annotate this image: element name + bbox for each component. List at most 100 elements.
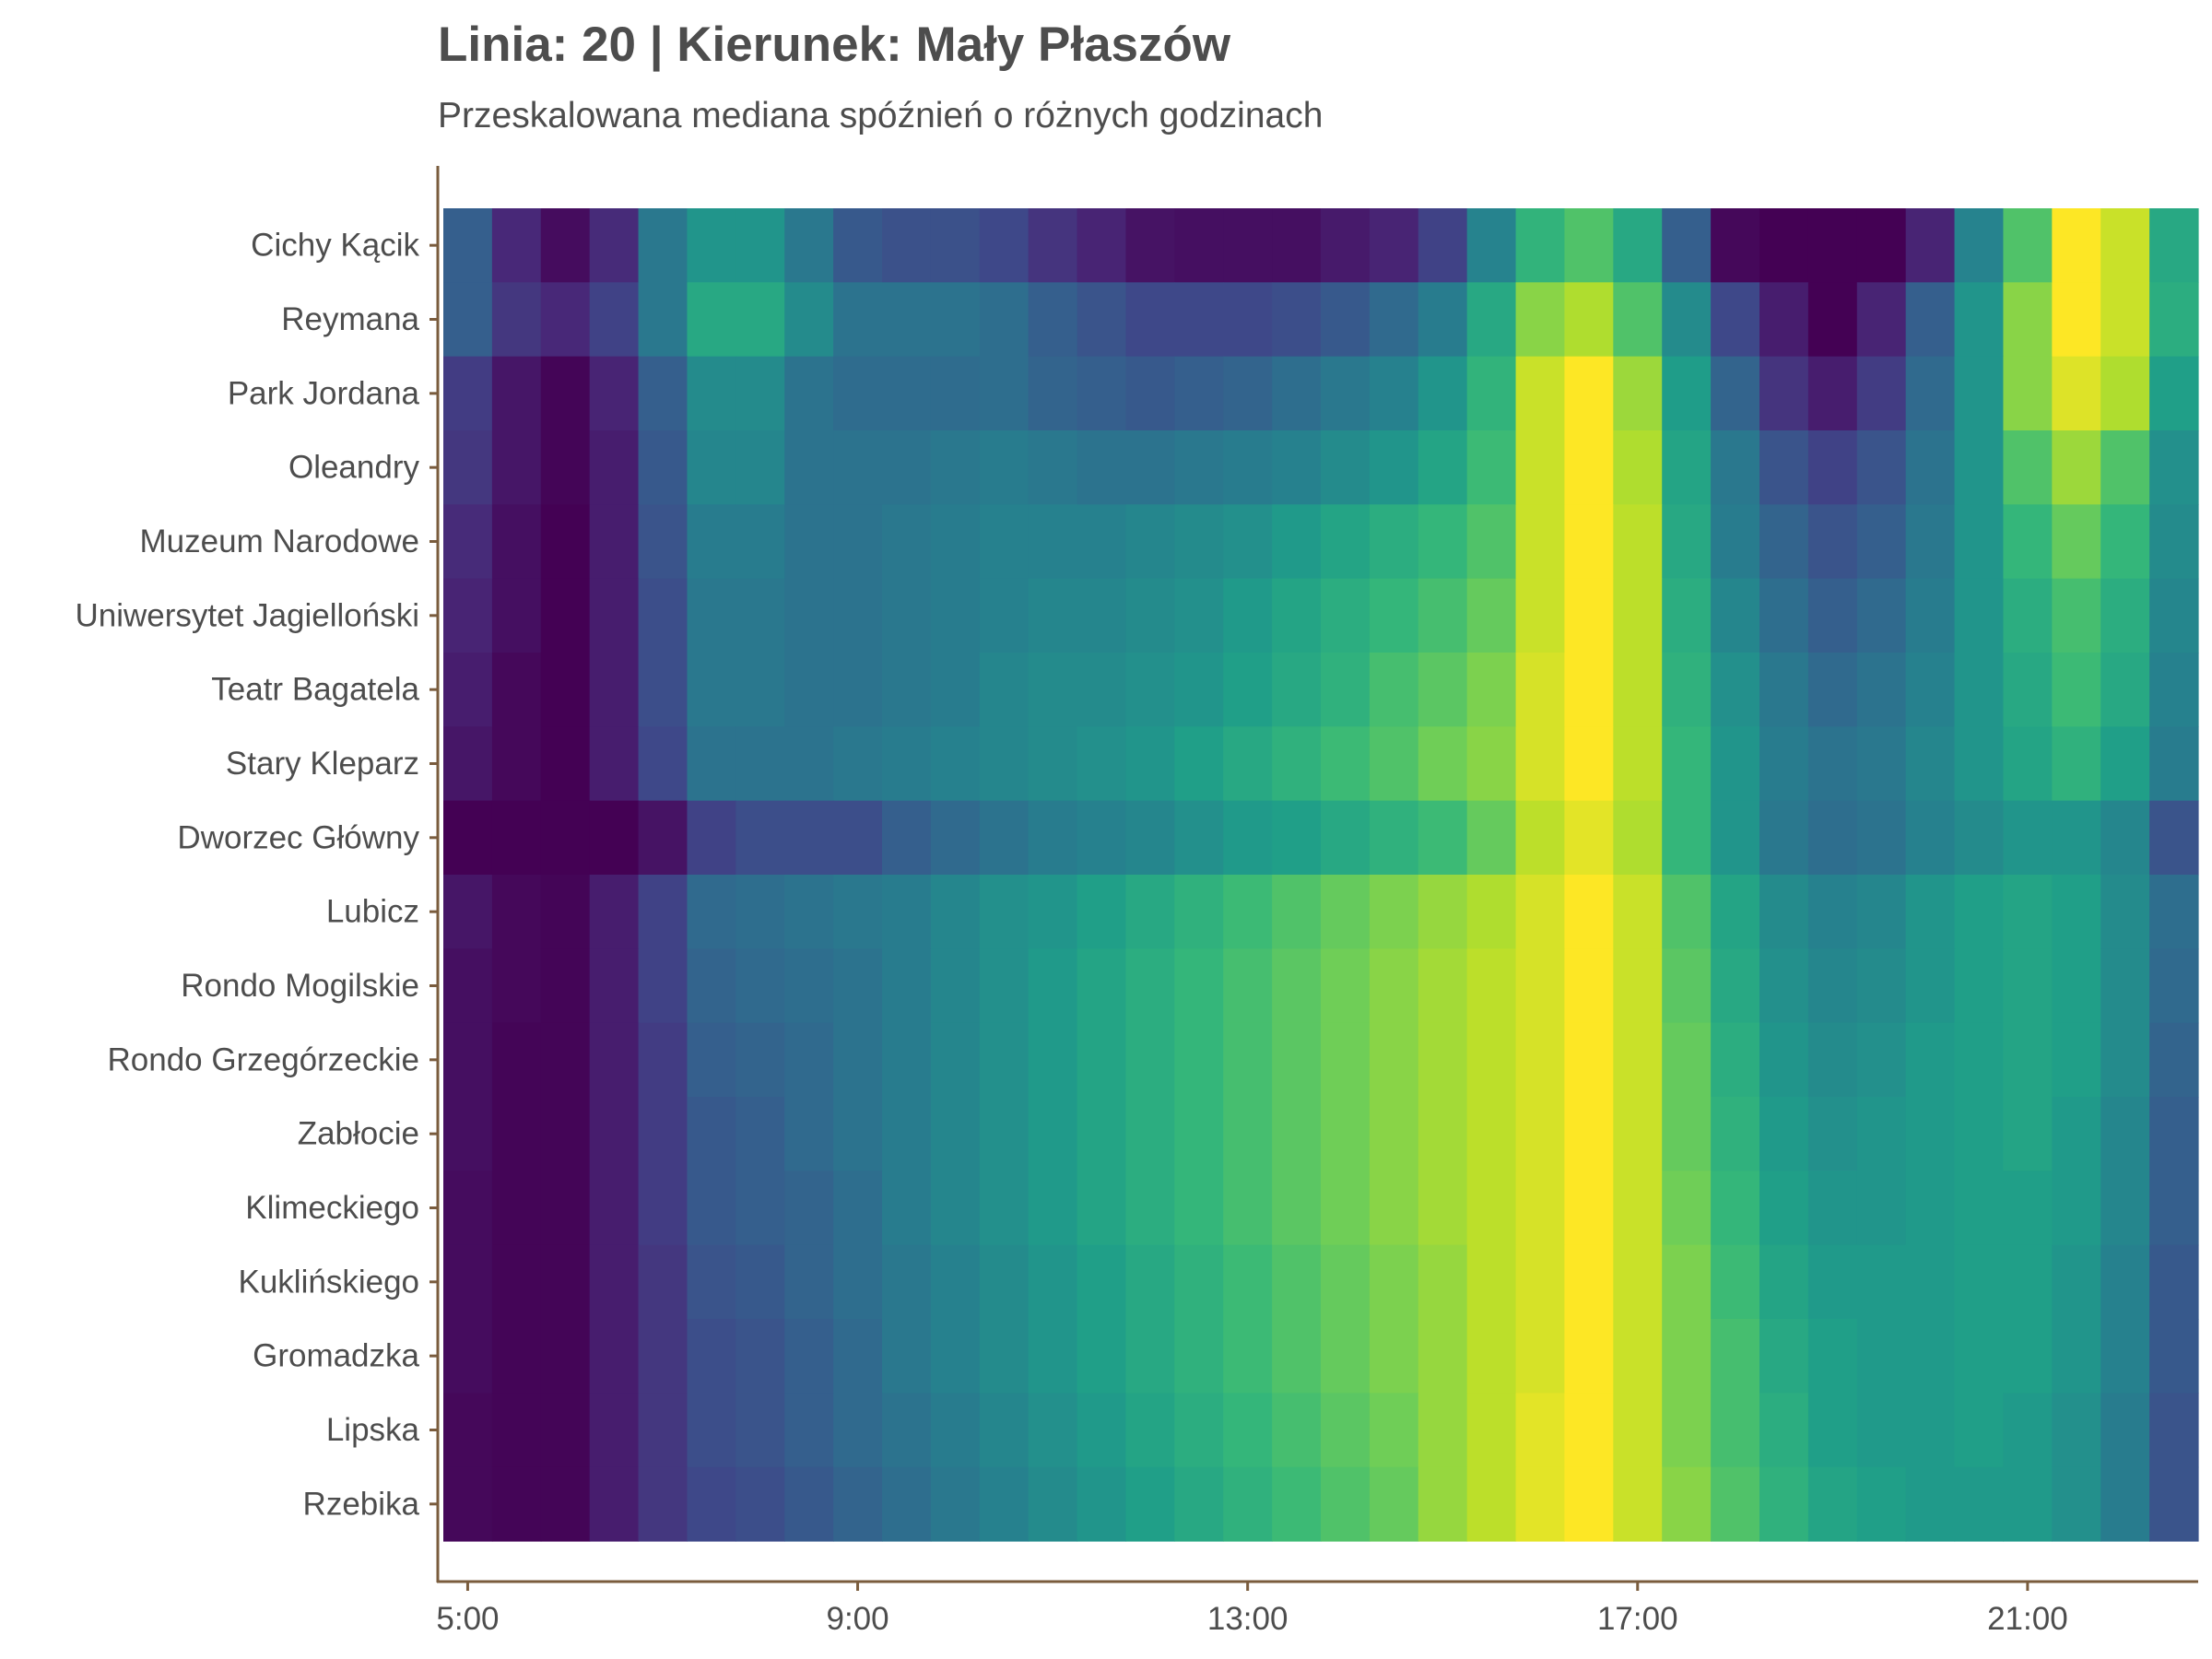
- heatmap-cell: [1223, 653, 1273, 727]
- heatmap-cell: [1369, 1466, 1419, 1542]
- heatmap-cell: [833, 875, 883, 949]
- heatmap-cell: [589, 875, 640, 949]
- heatmap-cell: [1369, 1393, 1419, 1468]
- heatmap-cell: [1223, 948, 1273, 1024]
- heatmap-cell: [589, 1319, 640, 1394]
- heatmap-cell: [1856, 1097, 1907, 1171]
- x-tick-label: 13:00: [1207, 1601, 1288, 1637]
- heatmap-cell: [1272, 282, 1322, 358]
- heatmap-cell: [1564, 1319, 1614, 1394]
- heatmap-cell: [1515, 1022, 1566, 1098]
- heatmap-cell: [2100, 356, 2150, 431]
- heatmap-cell: [1321, 208, 1371, 283]
- heatmap-cell: [1905, 356, 1956, 431]
- heatmap-cell: [1905, 208, 1956, 283]
- heatmap-cell: [784, 1171, 834, 1246]
- heatmap-cell: [735, 875, 785, 949]
- heatmap-cell: [2100, 208, 2150, 283]
- heatmap-cell: [687, 726, 736, 802]
- heatmap-cell: [540, 578, 591, 653]
- heatmap-cell: [2149, 1393, 2199, 1468]
- heatmap-cell: [882, 875, 932, 949]
- heatmap-cell: [2052, 1171, 2101, 1246]
- heatmap-cell: [735, 1244, 785, 1320]
- heatmap-cell: [1856, 356, 1907, 431]
- heatmap-cell: [2100, 726, 2150, 802]
- heatmap-cell: [1711, 1171, 1760, 1246]
- heatmap-cell: [2003, 800, 2053, 876]
- chart-subtitle: Przeskalowana mediana spóźnień o różnych…: [438, 96, 1324, 135]
- heatmap-cell: [1515, 208, 1566, 283]
- heatmap-cell: [1807, 875, 1858, 949]
- heatmap-cell: [1759, 1466, 1809, 1542]
- heatmap-cell: [979, 726, 1030, 802]
- heatmap-cell: [1125, 1171, 1175, 1246]
- heatmap-cell: [1077, 1393, 1127, 1468]
- heatmap-cell: [1711, 578, 1760, 653]
- heatmap-cell: [833, 282, 883, 358]
- heatmap-cell: [930, 800, 981, 876]
- heatmap-cell: [1028, 282, 1078, 358]
- heatmap-cell: [1321, 1393, 1371, 1468]
- heatmap-cell: [2003, 208, 2053, 283]
- heatmap-cell: [2052, 356, 2101, 431]
- heatmap-cell: [1613, 1319, 1663, 1394]
- heatmap-cell: [1954, 875, 2005, 949]
- heatmap-cell: [1418, 726, 1468, 802]
- heatmap-cell: [1662, 282, 1712, 358]
- heatmap-cell: [2149, 1466, 2199, 1542]
- heatmap-cell: [1662, 1097, 1712, 1171]
- heatmap-cell: [1028, 1171, 1078, 1246]
- heatmap-cell: [1856, 1393, 1907, 1468]
- heatmap-cell: [2100, 1171, 2150, 1246]
- heatmap-cell: [1466, 1319, 1517, 1394]
- heatmap-cell: [1662, 653, 1712, 727]
- heatmap-cell: [687, 356, 736, 431]
- heatmap-cell: [589, 282, 640, 358]
- heatmap-cell: [1954, 1393, 2005, 1468]
- heatmap-cell: [491, 1393, 542, 1468]
- heatmap-cell: [1369, 948, 1419, 1024]
- heatmap-cell: [1125, 430, 1175, 505]
- heatmap-cell: [1711, 726, 1760, 802]
- heatmap-cell: [2149, 356, 2199, 431]
- heatmap-cell: [1174, 1319, 1224, 1394]
- heatmap-cell: [2052, 1393, 2101, 1468]
- heatmap-cell: [1662, 208, 1712, 283]
- x-axis: 5:00 9:00 13:00 17:00 21:00: [436, 1580, 2198, 1637]
- heatmap-cell: [930, 1022, 981, 1098]
- heatmap-cell: [1807, 578, 1858, 653]
- heatmap-cell: [1174, 948, 1224, 1024]
- heatmap-cell: [687, 1171, 736, 1246]
- heatmap-cell: [2052, 208, 2101, 283]
- heatmap-cell: [833, 208, 883, 283]
- heatmap-cell: [491, 1171, 542, 1246]
- heatmap-cell: [1369, 726, 1419, 802]
- heatmap-cell: [1125, 726, 1175, 802]
- heatmap-cell: [1613, 948, 1663, 1024]
- heatmap-cell: [1515, 948, 1566, 1024]
- heatmap-cell: [1807, 430, 1858, 505]
- heatmap-cell: [1174, 1393, 1224, 1468]
- heatmap-cell: [1125, 1319, 1175, 1394]
- heatmap-cell: [1954, 1244, 2005, 1320]
- heatmap-cell: [735, 653, 785, 727]
- heatmap-cell: [1662, 800, 1712, 876]
- heatmap-cell: [443, 1393, 493, 1468]
- heatmap-cell: [638, 1466, 688, 1542]
- heatmap-cell: [1905, 1466, 1956, 1542]
- heatmap-cell: [1905, 726, 1956, 802]
- heatmap-cell: [2003, 875, 2053, 949]
- heatmap-cell: [2100, 1393, 2150, 1468]
- heatmap-cell: [979, 356, 1030, 431]
- heatmap-cell: [1759, 1393, 1809, 1468]
- heatmap-cell: [882, 430, 932, 505]
- heatmap-cell: [2149, 430, 2199, 505]
- heatmap-cell: [1759, 356, 1809, 431]
- heatmap-cell: [540, 800, 591, 876]
- heatmap-cell: [833, 1319, 883, 1394]
- y-tick-label: Uniwersytet Jagielloński: [76, 597, 419, 633]
- heatmap-cell: [1369, 1097, 1419, 1171]
- heatmap-cell: [1125, 1466, 1175, 1542]
- heatmap-cell: [1223, 208, 1273, 283]
